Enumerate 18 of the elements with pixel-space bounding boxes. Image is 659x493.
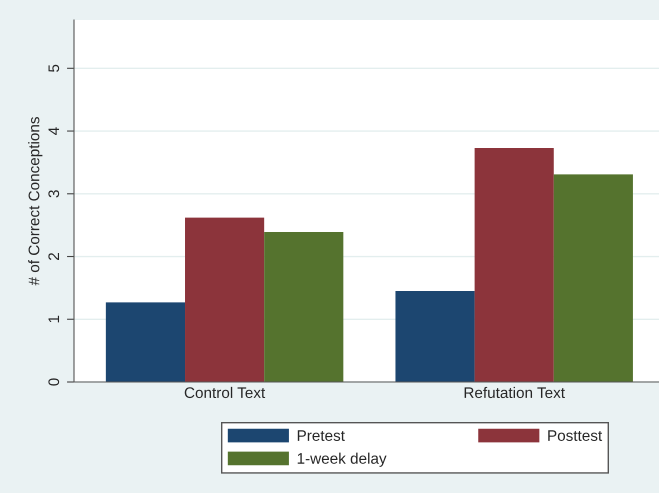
y-tick-label: 3 bbox=[48, 190, 60, 198]
y-tick-label: 1 bbox=[48, 316, 60, 322]
legend-label: Pretest bbox=[298, 430, 345, 441]
bar bbox=[474, 148, 554, 382]
y-axis-title: # of Correct Conceptions bbox=[28, 117, 42, 286]
y-tick-label: 4 bbox=[48, 127, 60, 135]
bar bbox=[554, 174, 633, 382]
bar bbox=[264, 232, 344, 382]
y-tick-label: 5 bbox=[48, 64, 60, 72]
bar bbox=[106, 302, 186, 382]
x-tick-label: Refutation Text bbox=[464, 386, 565, 398]
legend-label: 1-week delay bbox=[298, 452, 387, 467]
bar bbox=[185, 218, 264, 382]
y-tick-label: 0 bbox=[48, 378, 60, 386]
bar bbox=[395, 291, 475, 382]
legend-label: Posttest bbox=[548, 430, 602, 441]
x-tick-label: Control Text bbox=[184, 386, 266, 398]
y-tick-label: 2 bbox=[48, 253, 60, 260]
